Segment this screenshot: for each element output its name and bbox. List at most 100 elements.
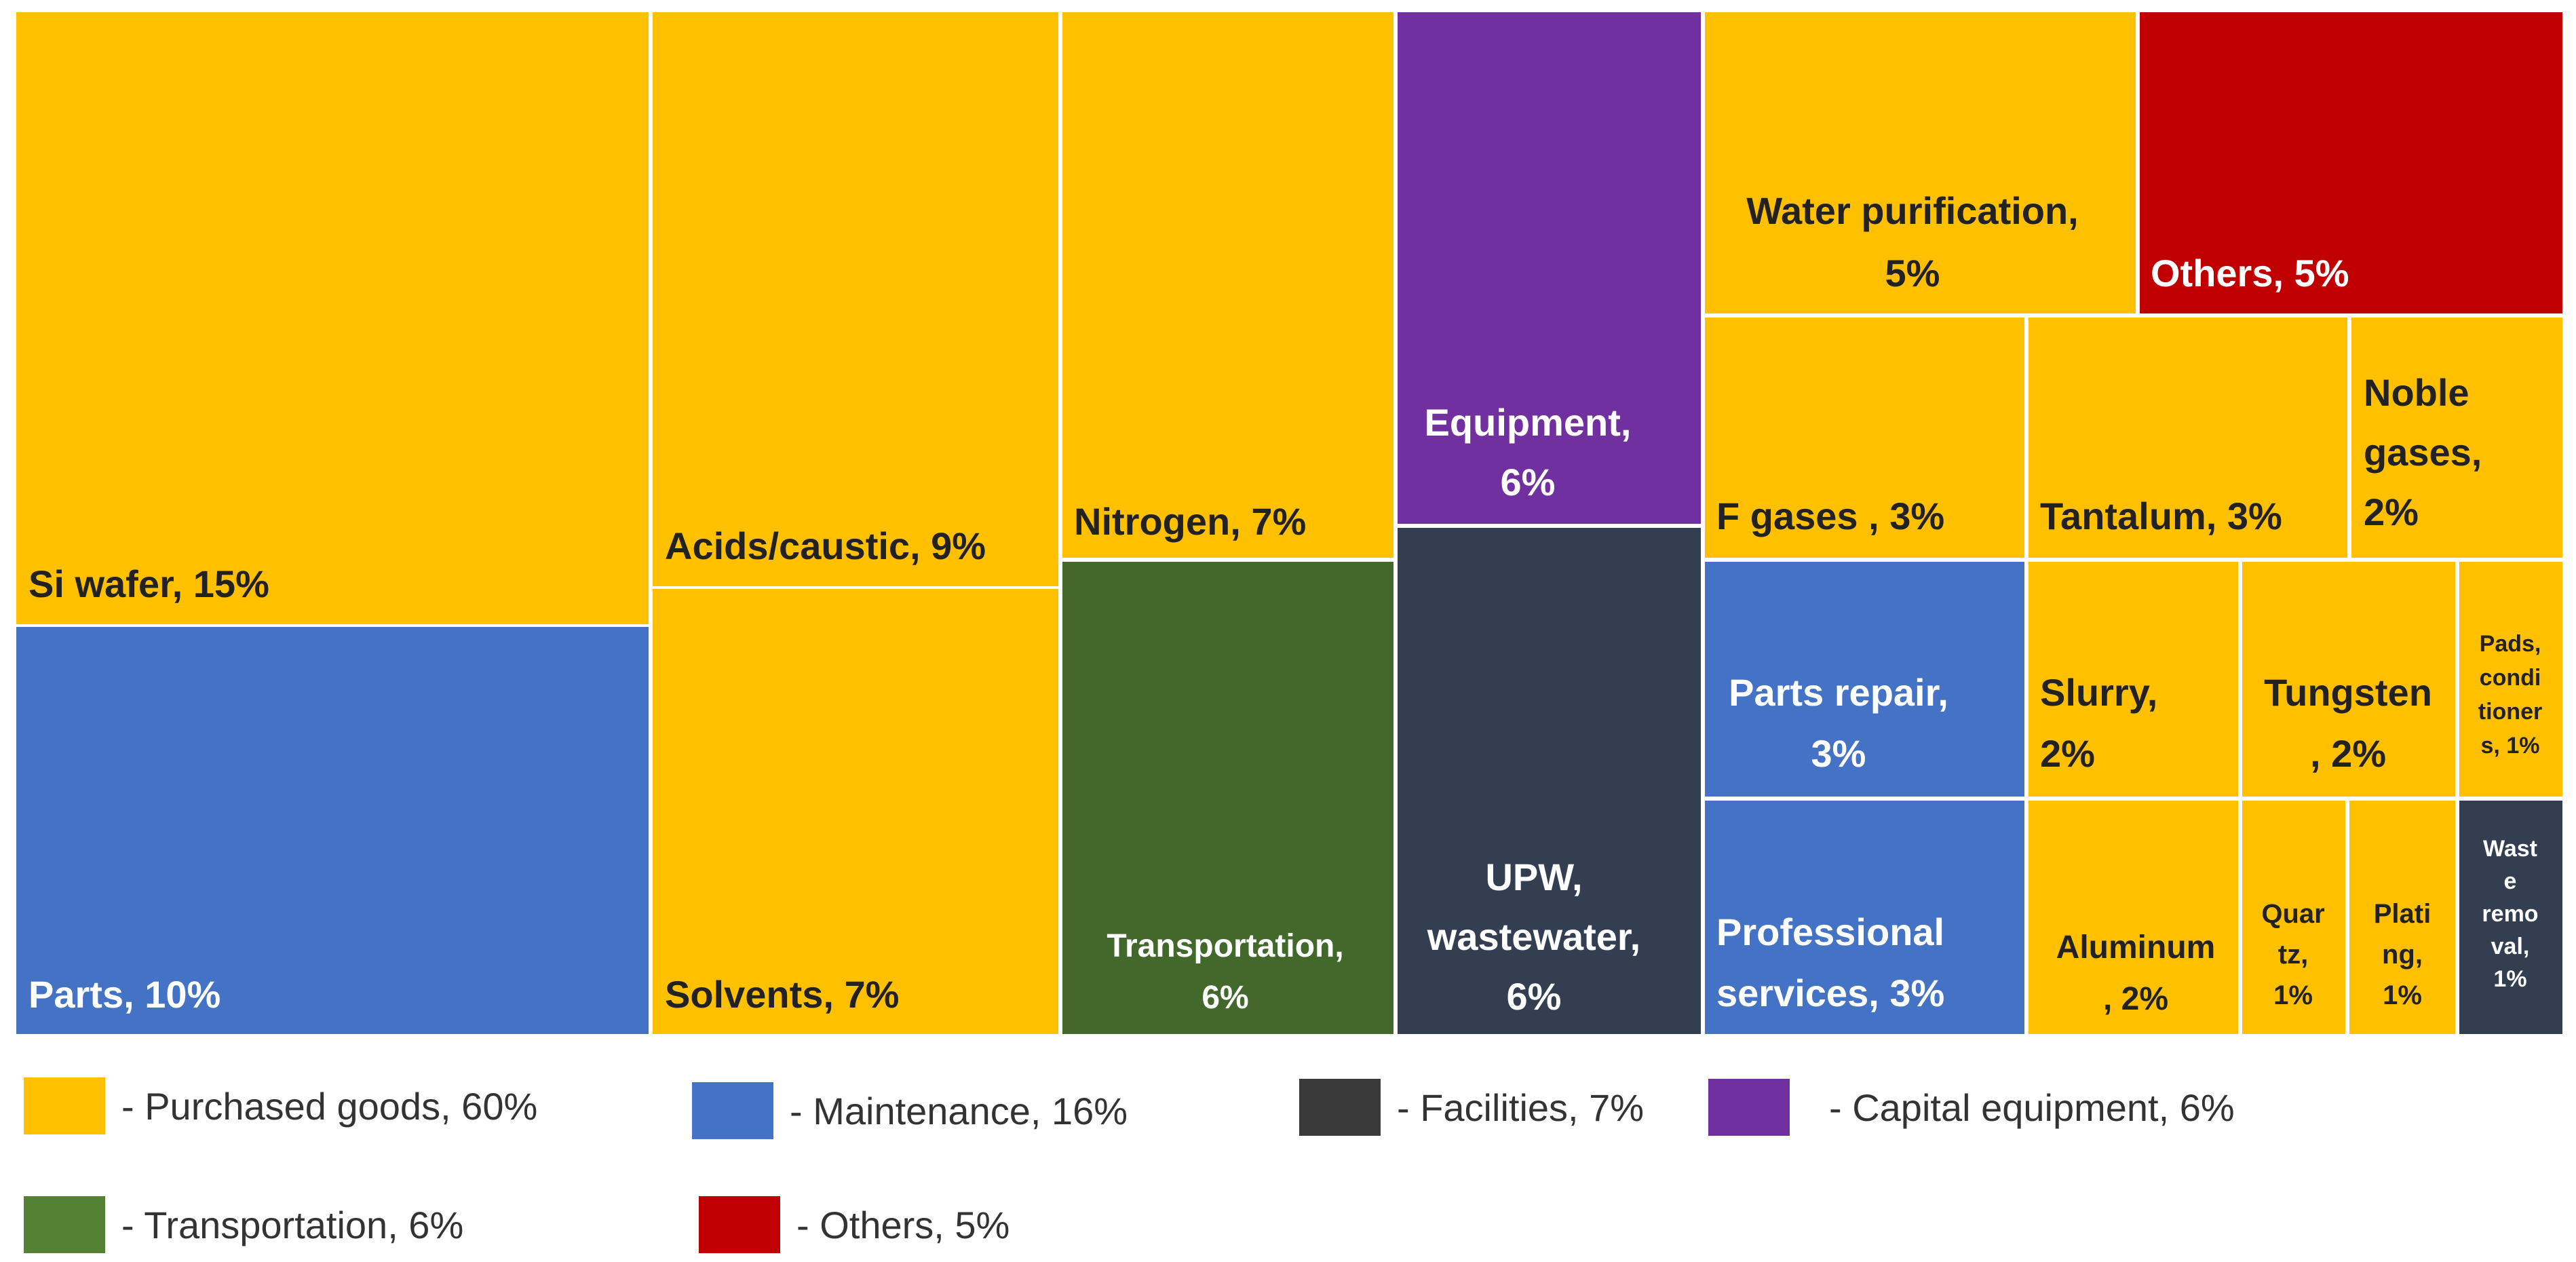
tile-noble-gases	[2351, 318, 2562, 558]
tile-label-line: wastewater,	[1427, 915, 1640, 958]
tile-label-f-gases: F gases , 3%	[1716, 495, 1944, 537]
tile-label-line: UPW,	[1485, 856, 1582, 898]
legend-swatch-facilities	[1299, 1079, 1381, 1136]
tile-label-line: Acids/caustic, 9%	[665, 524, 986, 567]
tile-label-line: ng,	[2382, 940, 2423, 970]
tile-label-line: 1%	[2273, 980, 2313, 1010]
tile-label-line: 5%	[1885, 252, 1940, 294]
tile-parts-repair	[1705, 562, 2024, 797]
tile-label-line: 2%	[2040, 732, 2095, 775]
legend-item-maintenance: - Maintenance, 16%	[692, 1080, 1128, 1141]
tile-label-line: 1%	[2383, 980, 2422, 1010]
tile-label-line: 6%	[1507, 975, 1562, 1018]
tile-label-slurry: Slurry, 2%	[2040, 671, 2157, 775]
tile-label-line: Equipment,	[1425, 401, 1632, 444]
tile-label-water-purification: Water purification, 5%	[1746, 189, 2079, 294]
tile-label-line: Parts repair,	[1729, 671, 1948, 714]
tile-label-line: Si wafer, 15%	[28, 562, 269, 605]
tile-label-waste-removal: Wast e remo val, 1%	[2482, 836, 2538, 992]
tile-pads-conditioners	[2459, 562, 2562, 797]
legend-swatch-others	[699, 1196, 780, 1253]
tile-transportation	[1062, 562, 1393, 1034]
tile-label-noble-gases: Noble gases, 2%	[2364, 371, 2482, 533]
tile-tungsten	[2242, 562, 2455, 797]
legend-label-others: - Others, 5%	[796, 1203, 1010, 1246]
tile-si-wafer	[16, 12, 649, 624]
tile-label-line: condi	[2480, 665, 2541, 691]
tile-label-line: Plati	[2374, 899, 2431, 929]
tile-label-line: val,	[2491, 934, 2530, 959]
tile-label-aluminum: Aluminum , 2%	[2056, 930, 2216, 1017]
legend-item-transportation: - Transportation, 6%	[24, 1194, 463, 1255]
tile-label-transportation: Transportation, 6%	[1107, 928, 1343, 1016]
tile-label-line: Tantalum, 3%	[2040, 495, 2282, 537]
tile-label-line: 6%	[1202, 980, 1248, 1016]
tile-label-equipment: Equipment, 6%	[1425, 401, 1632, 503]
tile-label-line: Slurry,	[2040, 671, 2157, 714]
legend-label-purchased-goods: - Purchased goods, 60%	[121, 1084, 538, 1128]
legend-label-transportation: - Transportation, 6%	[121, 1203, 464, 1246]
tile-label-si-wafer: Si wafer, 15%	[28, 562, 269, 605]
tile-label-line: 6%	[1501, 461, 1556, 503]
legend-swatch-maintenance	[692, 1082, 773, 1139]
tile-label-line: 3%	[1811, 732, 1866, 775]
tile-others	[2140, 12, 2562, 313]
tile-label-line: Professional	[1716, 911, 1944, 953]
legend-label-facilities: - Facilities, 7%	[1397, 1086, 1645, 1129]
tile-label-tungsten: Tungsten , 2%	[2264, 671, 2432, 775]
tile-label-line: , 2%	[2103, 981, 2168, 1017]
tile-label-parts-repair: Parts repair, 3%	[1729, 671, 1948, 775]
tile-f-gases	[1705, 318, 2024, 558]
tile-plating	[2349, 801, 2455, 1034]
tile-solvents	[653, 589, 1058, 1034]
legend-label-capital-equipment: - Capital equipment, 6%	[1829, 1086, 2235, 1129]
tile-label-line: Transportation,	[1107, 928, 1343, 964]
tile-label-acids-caustic: Acids/caustic, 9%	[665, 524, 986, 567]
tile-label-line: Nitrogen, 7%	[1074, 500, 1306, 543]
tile-label-nitrogen: Nitrogen, 7%	[1074, 500, 1306, 543]
tile-label-upw-wastewater: UPW, wastewater, 6%	[1427, 856, 1640, 1018]
tile-equipment	[1398, 12, 1701, 524]
tile-label-line: Solvents, 7%	[665, 973, 899, 1016]
tile-slurry	[2029, 562, 2238, 797]
tile-label-tantalum: Tantalum, 3%	[2040, 495, 2282, 537]
tile-label-line: e	[2504, 868, 2517, 894]
tile-label-line: Aluminum	[2056, 930, 2216, 965]
tile-label-quartz: Quar tz, 1%	[2261, 899, 2324, 1010]
legend-item-facilities: - Facilities, 7%	[1299, 1077, 1644, 1138]
tile-tantalum	[2029, 318, 2347, 558]
legend-item-capital-equipment: - Capital equipment, 6%	[1708, 1077, 2235, 1138]
tile-label-line: gases,	[2364, 431, 2482, 474]
tile-label-line: Tungsten	[2264, 671, 2432, 714]
tile-label-line: tz,	[2278, 940, 2308, 970]
tile-label-line: 1%	[2493, 966, 2526, 992]
tile-acids-caustic	[653, 12, 1058, 586]
tile-waste-removal	[2459, 801, 2562, 1034]
tile-label-solvents: Solvents, 7%	[665, 973, 899, 1016]
tile-label-line: Water purification,	[1746, 189, 2079, 232]
tile-label-line: Quar	[2261, 899, 2324, 929]
tile-label-line: 2%	[2364, 491, 2419, 533]
tile-label-parts: Parts, 10%	[28, 973, 220, 1016]
tile-label-line: Parts, 10%	[28, 973, 220, 1016]
legend-swatch-capital-equipment	[1708, 1079, 1790, 1136]
tile-parts	[16, 627, 649, 1034]
tile-label-line: s, 1%	[2481, 733, 2540, 759]
legend-label-maintenance: - Maintenance, 16%	[790, 1089, 1128, 1132]
tile-label-line: remo	[2482, 901, 2538, 927]
tile-label-line: Others, 5%	[2151, 252, 2349, 294]
tile-label-pads-conditioners: Pads, condi tioner s, 1%	[2478, 631, 2542, 759]
legend-swatch-transportation	[24, 1196, 105, 1253]
tile-label-line: F gases , 3%	[1716, 495, 1944, 537]
tile-professional-services	[1705, 801, 2024, 1034]
legend-item-others: - Others, 5%	[699, 1194, 1010, 1255]
tile-label-line: tioner	[2478, 699, 2542, 725]
tile-aluminum	[2029, 801, 2238, 1034]
legend-item-purchased-goods: - Purchased goods, 60%	[24, 1075, 537, 1136]
tile-label-line: services, 3%	[1716, 972, 1944, 1014]
tile-nitrogen	[1062, 12, 1393, 558]
tile-upw-wastewater	[1398, 528, 1701, 1034]
treemap-chart: Si wafer, 15% Parts, 10% Acids/caustic, 9%…	[16, 12, 2562, 1034]
tile-label-line: Wast	[2483, 836, 2537, 862]
tile-label-others: Others, 5%	[2151, 252, 2349, 294]
